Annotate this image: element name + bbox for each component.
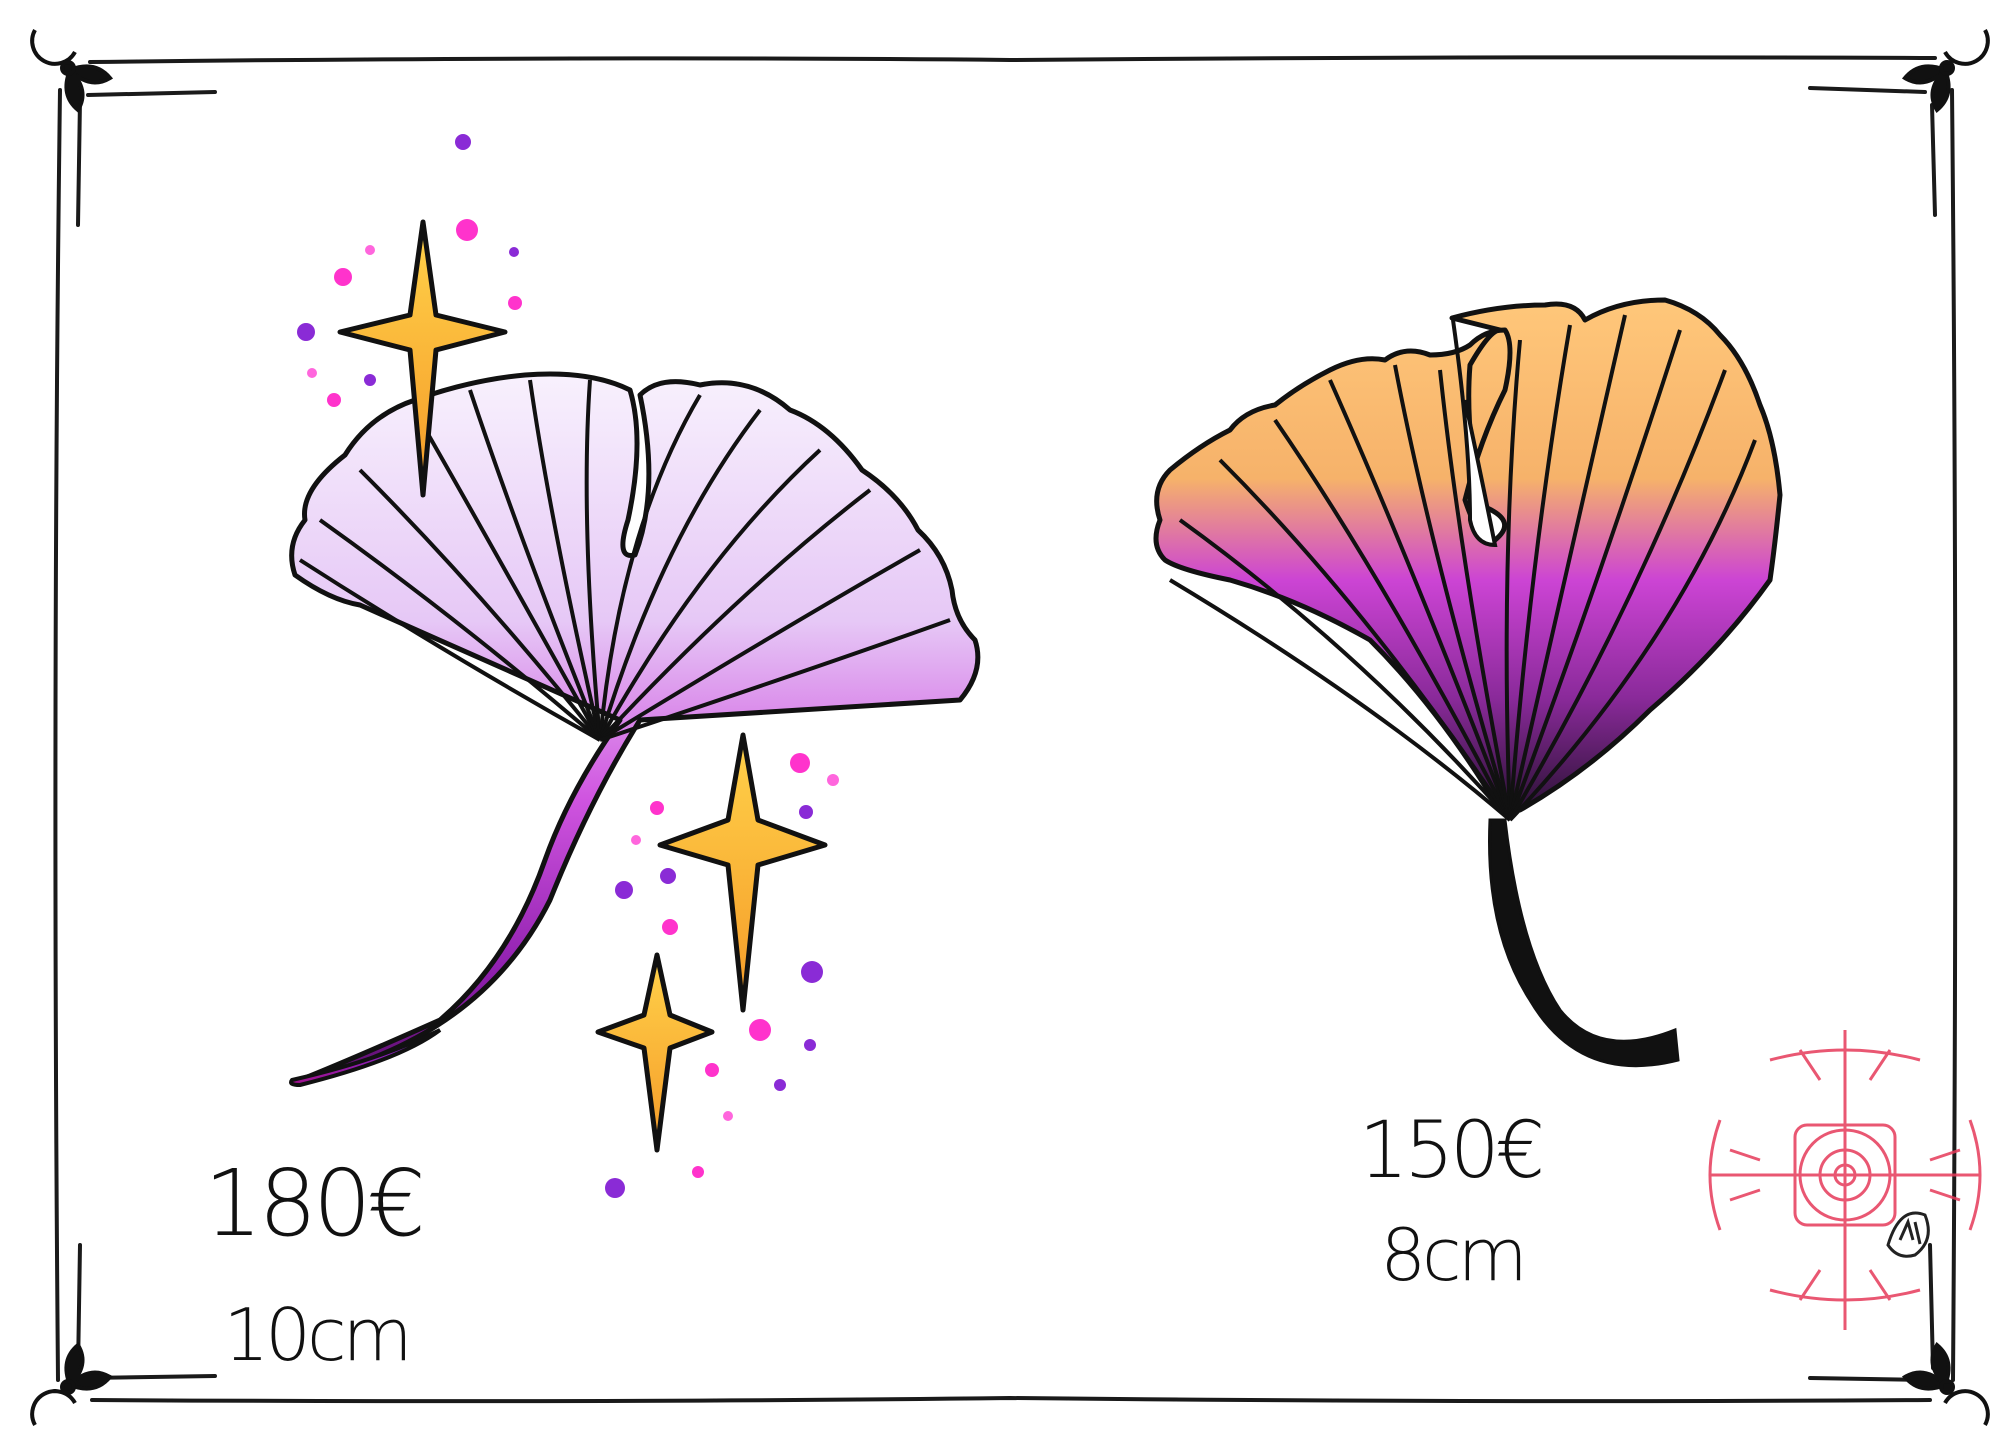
corner-ornament-top-left [30, 29, 114, 114]
size-label-right: 8cm [1380, 1213, 1528, 1297]
sparkle-dots [297, 134, 839, 1198]
sparkle-star [657, 732, 828, 1013]
decorative-frame [53, 55, 1958, 1404]
artist-stamp [1708, 1030, 1982, 1330]
price-label-right: 150€ [1358, 1106, 1546, 1196]
corner-ornament-bottom-left [30, 1341, 114, 1426]
artist-signature [1886, 1211, 1930, 1258]
sparkle-stars [337, 219, 828, 1153]
sparkle-star [595, 952, 715, 1153]
ginkgo-leaf-orange [1153, 297, 1783, 1068]
price-label-left: 180€ [203, 1150, 426, 1257]
corner-ornament-top-right [1901, 29, 1990, 114]
sparkle-star [337, 219, 508, 498]
ginkgo-leaf-purple [289, 371, 981, 1088]
corner-ornament-bottom-right [1901, 1341, 1990, 1426]
size-label-left: 10cm [223, 1293, 412, 1377]
